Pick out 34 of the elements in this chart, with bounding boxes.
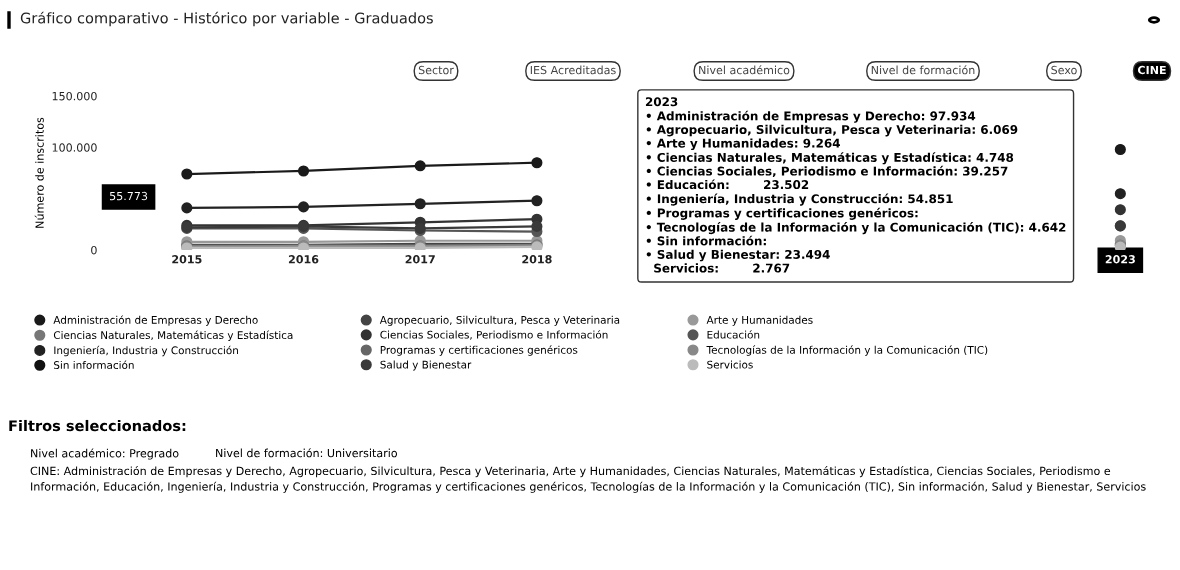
text: Filtros seleccionados: bbox=[9, 419, 186, 432]
annotation: 55.773 bbox=[109, 191, 148, 201]
x-tick-label: 2018 bbox=[522, 255, 552, 264]
legend-label: Servicios bbox=[707, 360, 753, 369]
x-tick-label: 2017 bbox=[405, 255, 435, 264]
chart-title: Gráfico comparativo - Histórico por variable - Graduados bbox=[20, 11, 433, 27]
legend-label: Programas y certificaciones genéricos bbox=[380, 345, 578, 356]
y-tick-label: 150.000 bbox=[52, 91, 97, 101]
text: Nivel académico bbox=[699, 65, 790, 75]
text: Sexo bbox=[1051, 65, 1077, 75]
text: Nivel de formación bbox=[871, 65, 975, 75]
x-tick-label: 2023 bbox=[1105, 255, 1135, 264]
text: CINE bbox=[1137, 65, 1166, 75]
text: Sector bbox=[418, 65, 454, 75]
text: CINE: Administración de Empresas y Derecho, Agropecuario, Silvicultura, Pesca y Veterinaria, Arte y Humanidades, Ciencias Naturales, Matemáticas y Estadística, Ciencias Sociales, Periodismo e Información, Educación, Ingeniería, Industria y Construcción, Programas y certificaciones genéricos, Tecnologías de la Información y la Comunicación (TIC), Sin información, Salud y Bienestar, Servicios bbox=[30, 466, 1146, 493]
text: Nivel de formación: Universitario bbox=[216, 448, 398, 458]
legend-label: Ingeniería, Industria y Construcción bbox=[54, 345, 238, 357]
legend-label: Agropecuario, Silvicultura, Pesca y Veterinaria bbox=[379, 315, 620, 326]
legend-label: Ciencias Naturales, Matemáticas y Estadística bbox=[53, 330, 293, 342]
legend-label: Tecnologías de la Información y la Comunicación (TIC) bbox=[706, 345, 988, 356]
x-tick-label: 2015 bbox=[172, 255, 202, 264]
y-tick-label: 100.000 bbox=[52, 143, 97, 152]
legend-label: Salud y Bienestar bbox=[380, 360, 472, 371]
text: Nivel académico: Pregrado bbox=[31, 448, 179, 460]
legend-label: Educación bbox=[707, 330, 760, 339]
legend-label: Ciencias Sociales, Periodismo e Información bbox=[380, 330, 608, 340]
legend-label: Administración de Empresas y Derecho bbox=[53, 315, 258, 326]
y-axis-title: Número de inscritos bbox=[34, 117, 44, 228]
legend-label: Arte y Humanidades bbox=[706, 315, 813, 326]
text: 2023 • Administración de Empresas y Derecho: 97.934 • Agropecuario, Silvicultura, Pesca y Veterinaria: 6.069 • Arte y Humanidades: 9.264 • Ciencias Naturales, Matemáticas y Estadística: 4.748 • Ciencias Sociales, Periodismo e Información: 39.257 • Educación: 23.502 • Ingeniería, Industria y Construcción: 54.851 • Programas y certificaciones genéricos: • Tecnologías de la Información y la Comunicación (TIC): 4.642 • Sin información: • Salud y Bienestar: 23.494 Servicios: 2.767 bbox=[645, 97, 1066, 273]
x-tick-label: 2016 bbox=[288, 255, 319, 264]
text: IES Acreditadas bbox=[530, 65, 616, 75]
y-tick-label: 0 bbox=[91, 245, 97, 255]
legend-label: Sin información bbox=[54, 360, 134, 369]
